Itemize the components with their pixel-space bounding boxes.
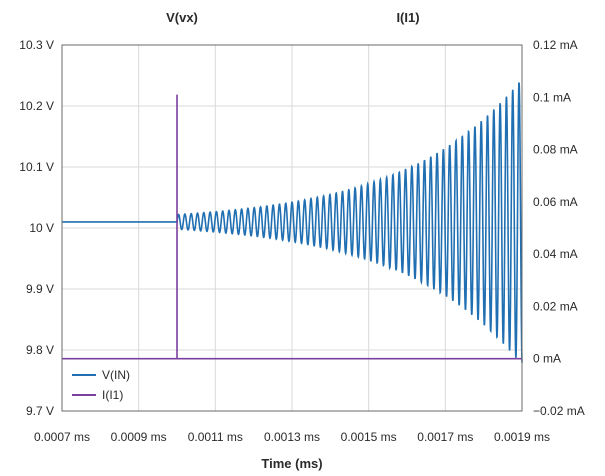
x-axis-label: Time (ms): [261, 456, 322, 471]
series-line-v-in: [62, 82, 523, 363]
x-tick-label: 0.0019 ms: [494, 430, 550, 444]
y-left-tick-label: 10.2 V: [19, 99, 54, 113]
legend-label: V(IN): [102, 368, 130, 382]
x-tick-label: 0.0009 ms: [111, 430, 167, 444]
series-layer: [62, 82, 523, 363]
y-right-tick-label: 0.12 mA: [533, 38, 578, 52]
y-right-tick-label: 0.06 mA: [533, 195, 578, 209]
legend-label: I(I1): [102, 388, 123, 402]
y-right-tick-label: −0.02 mA: [533, 404, 585, 418]
left-axis-title: V(vx): [166, 10, 198, 25]
x-tick-label: 0.0011 ms: [188, 430, 243, 444]
y-right-tick-label: 0.08 mA: [533, 143, 578, 157]
plot-frame: [61, 44, 523, 412]
y-right-tick-label: 0.1 mA: [533, 90, 571, 104]
y-left-tick-label: 9.8 V: [26, 343, 54, 357]
y-right-tick-label: 0.02 mA: [533, 299, 578, 313]
tick-labels: 0.0007 ms 0.0009 ms 0.0011 ms 0.0013 ms 0.00…: [19, 38, 584, 444]
y-left-tick-label: 9.9 V: [26, 282, 54, 296]
y-right-tick-label: 0.04 mA: [533, 247, 578, 261]
series-line-i-i1: [62, 94, 522, 360]
x-tick-label: 0.0015 ms: [341, 430, 397, 444]
x-tick-label: 0.0017 ms: [417, 430, 473, 444]
y-left-tick-label: 10.3 V: [19, 38, 54, 52]
legend: V(IN) I(I1): [72, 368, 130, 402]
y-left-tick-label: 10.1 V: [19, 160, 54, 174]
right-axis-title: I(I1): [396, 10, 419, 25]
y-left-tick-label: 9.7 V: [26, 404, 54, 418]
x-tick-label: 0.0013 ms: [264, 430, 320, 444]
x-tick-label: 0.0007 ms: [34, 430, 90, 444]
y-left-tick-label: 10 V: [29, 221, 54, 235]
y-right-tick-label: 0 mA: [533, 352, 561, 366]
